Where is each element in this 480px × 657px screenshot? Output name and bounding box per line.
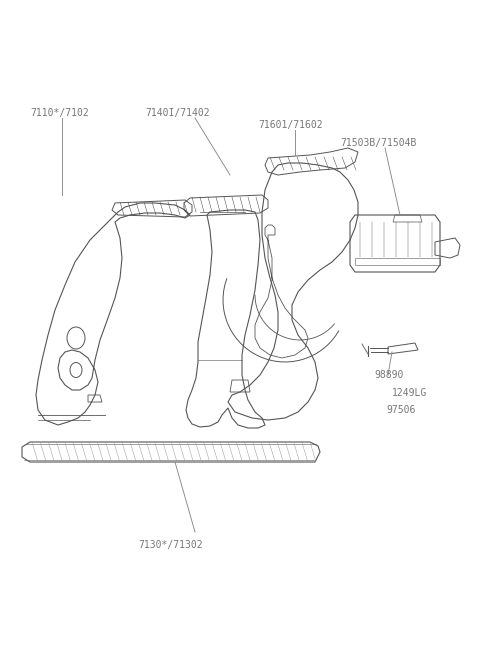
Text: 98890: 98890 [374, 370, 403, 380]
Text: 97506: 97506 [386, 405, 415, 415]
Text: 7110*/7102: 7110*/7102 [30, 108, 89, 118]
Text: 7130*/71302: 7130*/71302 [138, 540, 203, 550]
Text: 71601/71602: 71601/71602 [258, 120, 323, 130]
Text: 1249LG: 1249LG [392, 388, 427, 398]
Text: 71503B/71504B: 71503B/71504B [340, 138, 416, 148]
Text: 7140I/71402: 7140I/71402 [145, 108, 210, 118]
